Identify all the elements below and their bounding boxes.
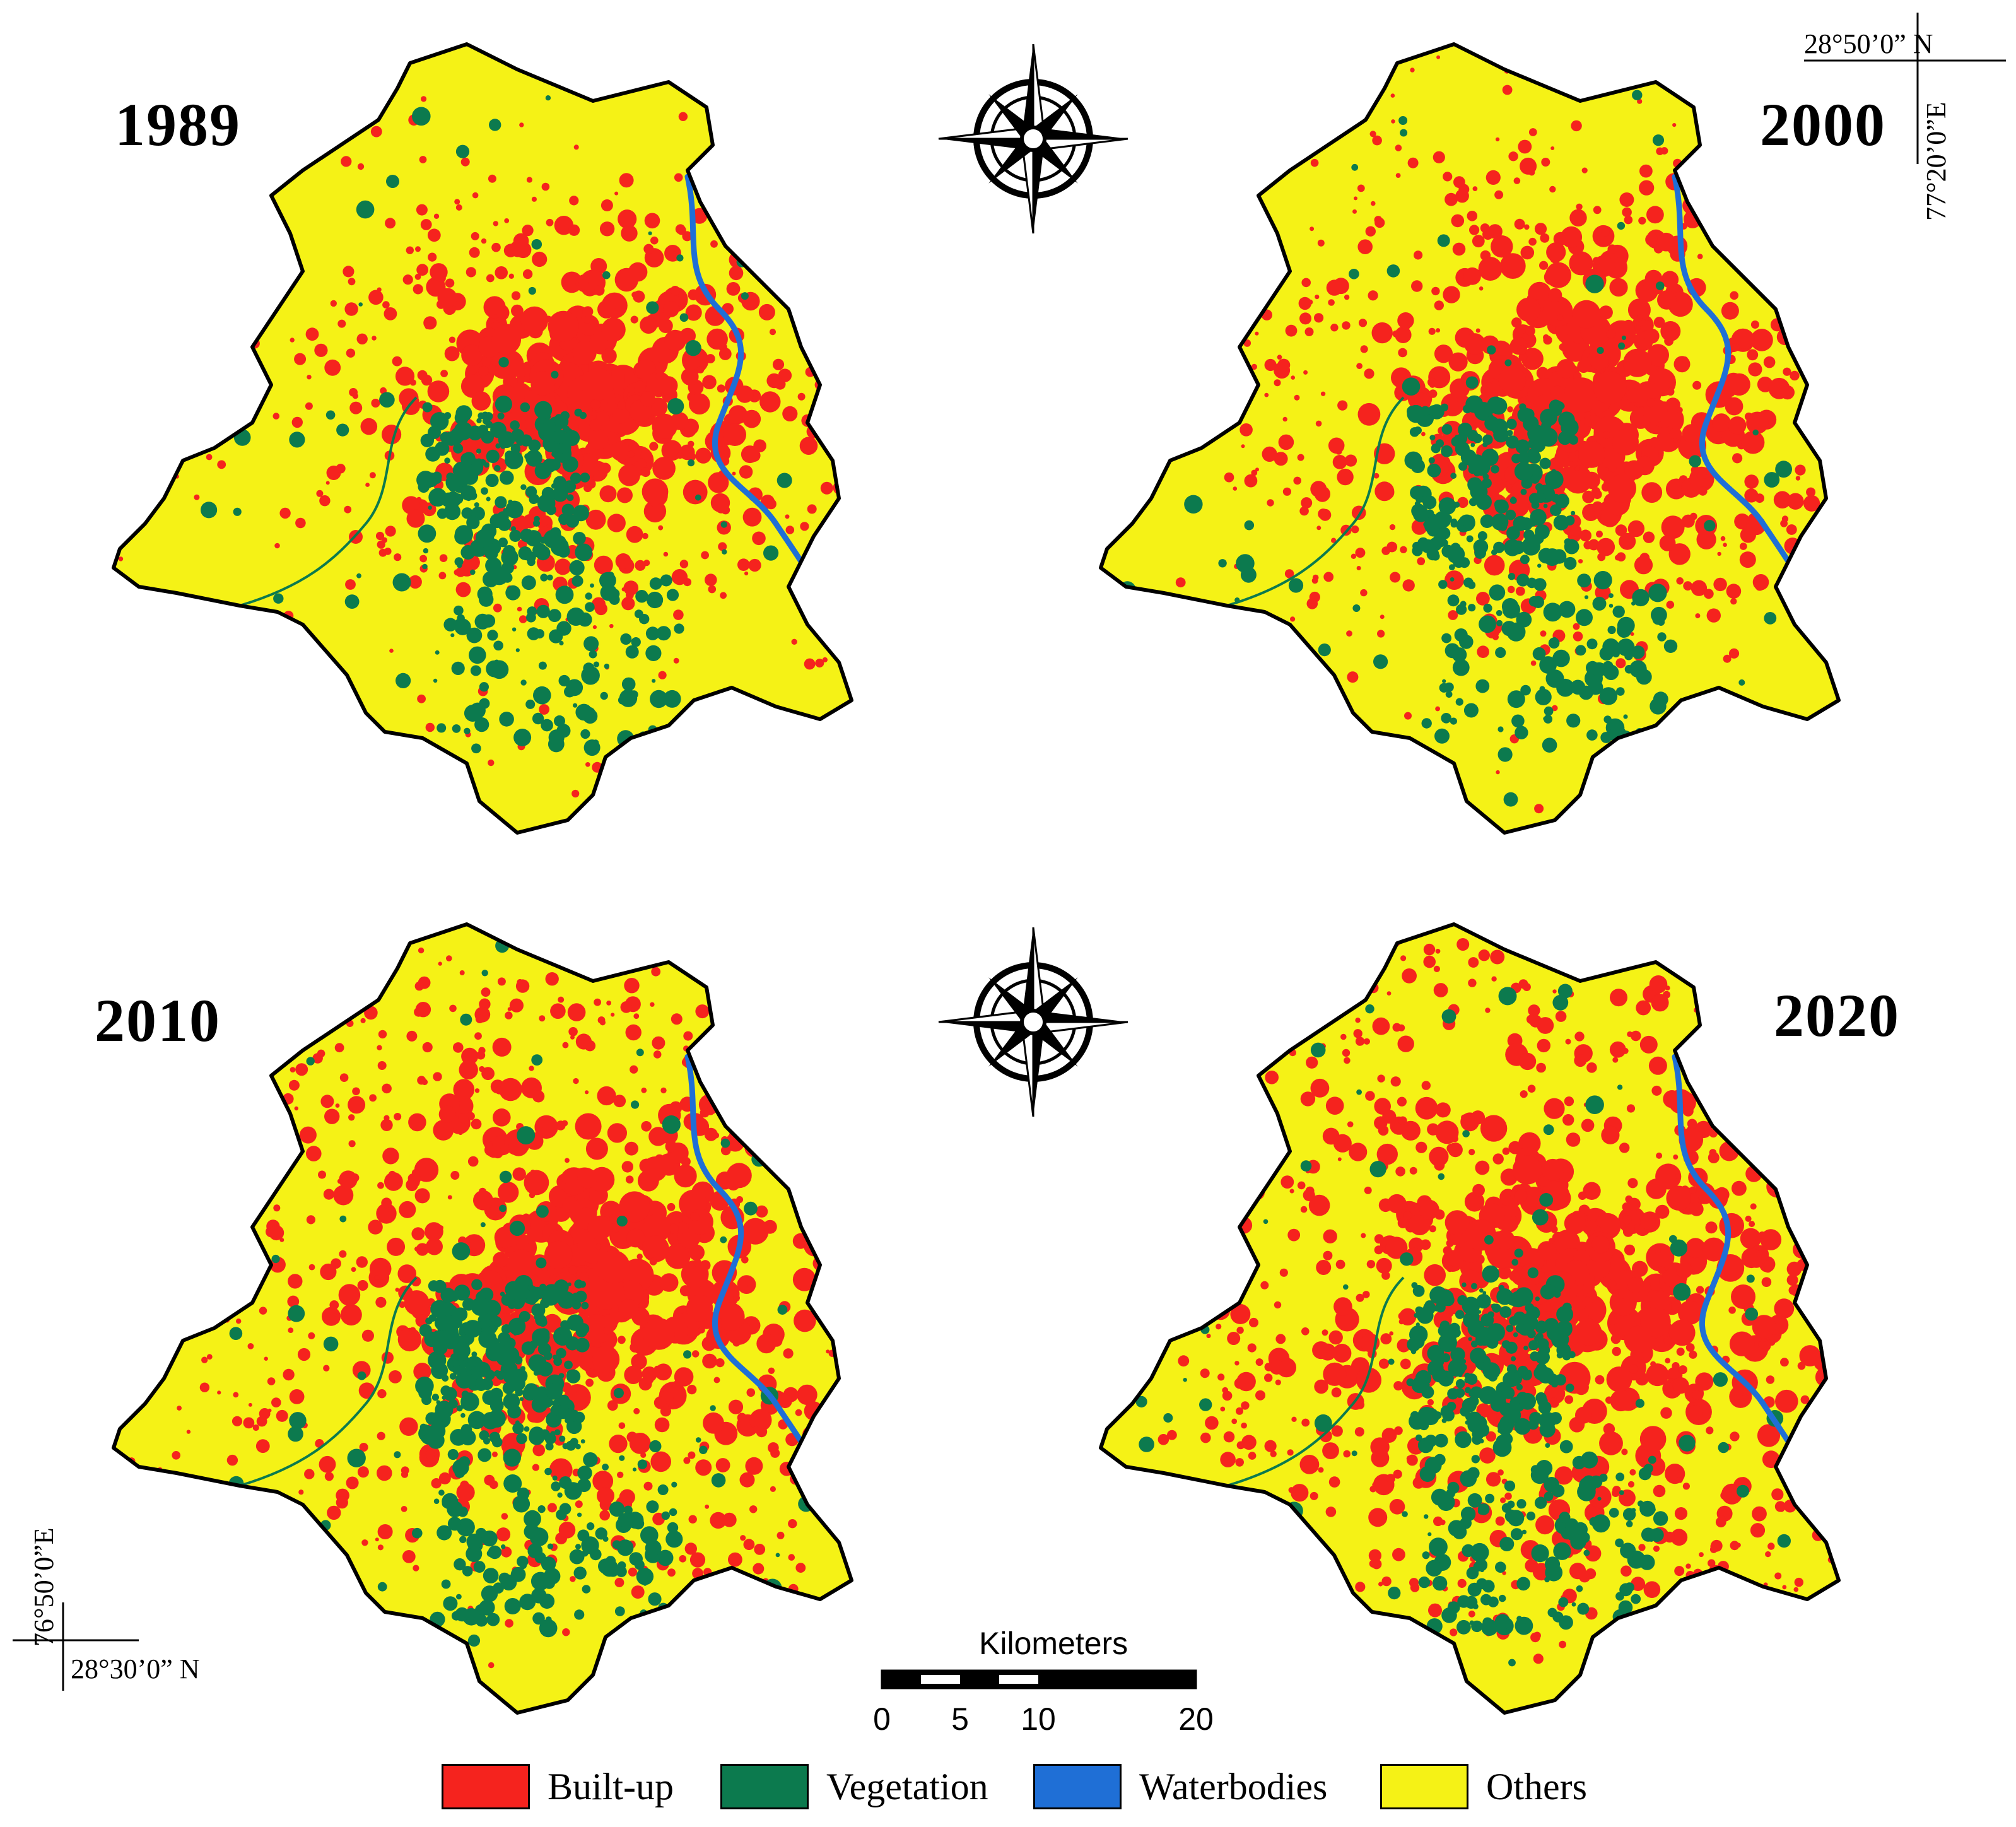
coord-bottom-longitude: 76°50’0”E xyxy=(28,1527,59,1647)
legend-label-waterbodies: Waterbodies xyxy=(1139,1766,1328,1807)
year-label-2000: 2000 xyxy=(1760,91,1886,158)
delhi-boundary xyxy=(112,42,853,835)
legend-swatch-others xyxy=(1380,1764,1468,1809)
coord-bottom-latitude: 28°30’0” N xyxy=(71,1654,200,1684)
year-label-1989: 1989 xyxy=(115,91,241,158)
compass-rose-icon xyxy=(938,927,1128,1117)
legend-label-vegetation: Vegetation xyxy=(826,1766,988,1807)
year-label-2020: 2020 xyxy=(1774,982,1900,1049)
delhi-boundary xyxy=(1099,42,1841,835)
yamuna-river xyxy=(684,173,829,615)
yamuna-river xyxy=(1672,1054,1817,1495)
map-panel-2010 xyxy=(112,922,853,1715)
map-panel-2000 xyxy=(1099,42,1841,835)
coord-top-latitude: 28°50’0” N xyxy=(1804,28,1933,59)
scale-tick-5: 5 xyxy=(951,1701,969,1737)
scale-bar-title: Kilometers xyxy=(979,1626,1128,1661)
map-panel-1989 xyxy=(112,42,853,835)
legend-swatch-waterbodies xyxy=(1033,1764,1122,1809)
delhi-boundary xyxy=(112,922,853,1715)
compass-rose-icon xyxy=(938,44,1128,234)
scale-tick-20: 20 xyxy=(1178,1701,1214,1737)
legend-swatch-vegetation xyxy=(720,1764,809,1809)
yamuna-river xyxy=(1672,173,1817,615)
yamuna-river xyxy=(684,1054,829,1495)
coord-top-longitude: 77°20’0”E xyxy=(1921,102,1952,221)
legend-label-others: Others xyxy=(1486,1766,1587,1807)
legend-swatch-built-up xyxy=(442,1764,530,1809)
year-label-2010: 2010 xyxy=(95,987,221,1054)
scale-tick-0: 0 xyxy=(873,1701,891,1737)
legend-label-built-up: Built-up xyxy=(548,1766,674,1807)
scale-bar xyxy=(881,1669,1197,1689)
scale-tick-10: 10 xyxy=(1021,1701,1056,1737)
delhi-boundary xyxy=(1099,922,1841,1715)
